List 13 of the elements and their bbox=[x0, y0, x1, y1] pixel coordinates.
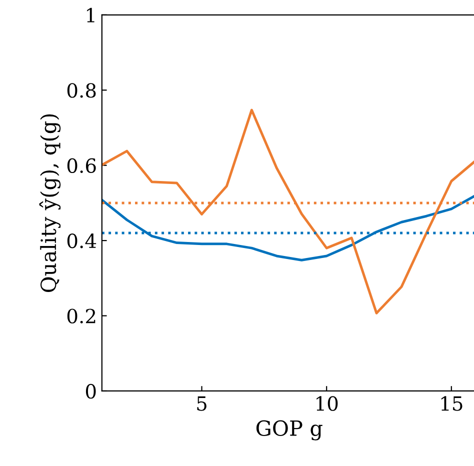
y-tick-label: 0.4 bbox=[67, 234, 96, 248]
y-tick-label: 0.8 bbox=[67, 83, 96, 98]
x-tick-label: 10 bbox=[316, 396, 338, 411]
x-axis-title: GOP g bbox=[256, 420, 322, 440]
y-tick-label: 0.6 bbox=[67, 158, 96, 173]
x-tick-label: 5 bbox=[197, 396, 206, 411]
y-tick-label: 0 bbox=[86, 384, 96, 399]
x-tick-label: 15 bbox=[441, 396, 462, 411]
y-tick-label: 0.2 bbox=[67, 308, 96, 324]
line-series bbox=[102, 194, 474, 262]
y-tick-label: 1 bbox=[87, 8, 94, 22]
y-axis-title: Quality ŷ(g), q(g) bbox=[39, 114, 61, 292]
line-series bbox=[102, 108, 474, 314]
